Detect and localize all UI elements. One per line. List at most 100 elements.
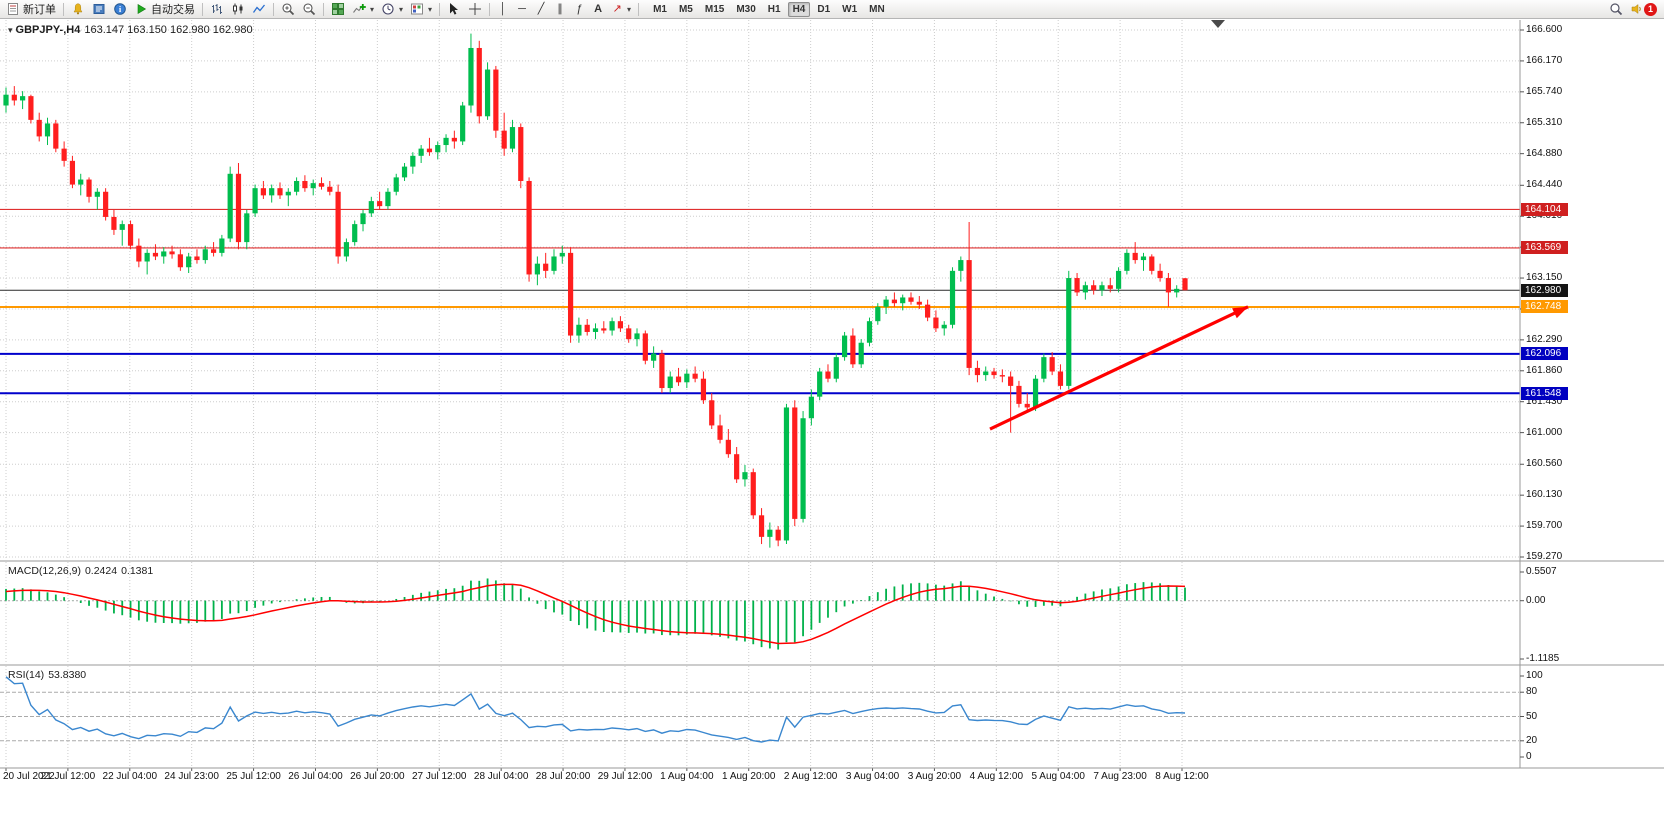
- candle-body: [692, 373, 698, 379]
- trendline-button[interactable]: ╱: [532, 1, 550, 18]
- tile-windows-icon: [332, 3, 344, 15]
- timeframe-button-mn[interactable]: MN: [869, 3, 885, 15]
- candle-body: [875, 306, 881, 322]
- periods-button[interactable]: ▾: [378, 1, 406, 18]
- candle-body: [1082, 285, 1088, 293]
- chart-candles-button[interactable]: [228, 1, 248, 18]
- candle-body: [1049, 357, 1055, 372]
- candle-body: [783, 407, 790, 541]
- candle-body: [194, 256, 200, 261]
- candle-body: [775, 529, 781, 541]
- annotations-layer: [989, 305, 1249, 431]
- candle-body: [78, 179, 84, 185]
- candle-body: [518, 127, 524, 181]
- candle-body: [377, 201, 383, 207]
- zoom-in-button[interactable]: [278, 1, 298, 18]
- candle-body: [1008, 376, 1014, 386]
- indicators-plus-icon: [353, 4, 366, 13]
- dropdown-caret-icon: ▾: [428, 4, 433, 14]
- candle-body: [1091, 285, 1097, 291]
- chart-bars-button[interactable]: [207, 1, 227, 18]
- timeframe-button-m5[interactable]: M5: [678, 3, 693, 15]
- candle-body: [1165, 278, 1171, 293]
- candle-body: [335, 191, 341, 257]
- candle-body: [742, 472, 748, 480]
- candle-body: [443, 137, 449, 146]
- candle-body: [551, 256, 557, 271]
- timeframe-button-m1[interactable]: M1: [653, 3, 667, 15]
- frame-layer: [0, 20, 1664, 771]
- autotrade-button[interactable]: 自动交易: [131, 1, 198, 18]
- hlines-layer: [0, 208, 1520, 395]
- candle-body: [1099, 285, 1105, 291]
- timeframe-button-d1[interactable]: D1: [817, 3, 831, 15]
- candle-body: [841, 335, 848, 358]
- candle-body: [20, 96, 26, 101]
- timeframe-button-m30[interactable]: M30: [736, 3, 756, 15]
- candle-body: [352, 224, 358, 243]
- timeframe-button-m15[interactable]: M15: [704, 3, 725, 15]
- channel-button[interactable]: ∥: [551, 1, 569, 18]
- candle-body: [53, 123, 59, 149]
- candle-body: [460, 105, 466, 142]
- symbol-dropdown-icon[interactable]: ▾: [8, 25, 13, 35]
- cursor-button[interactable]: [444, 1, 464, 18]
- bar-chart-icon: [212, 4, 222, 14]
- candle-body: [933, 317, 939, 329]
- search-icon: [1610, 3, 1623, 16]
- candle-body: [974, 367, 981, 376]
- chart-line-button[interactable]: [249, 1, 269, 18]
- candle-body: [709, 400, 715, 426]
- candle-body: [186, 256, 192, 268]
- candle-body: [916, 301, 922, 305]
- alerts-button[interactable]: [68, 1, 88, 18]
- candle-body: [393, 177, 399, 192]
- tile-windows-button[interactable]: [328, 1, 348, 18]
- candle-body: [817, 371, 823, 397]
- arrows-tool-button[interactable]: ↗ ▾: [608, 1, 634, 18]
- candle-body: [227, 173, 233, 239]
- candle-body: [136, 245, 142, 262]
- candle-body: [642, 333, 648, 361]
- templates-button[interactable]: ▾: [407, 1, 435, 18]
- candle-body: [1066, 278, 1072, 386]
- new-order-icon: [8, 3, 18, 15]
- timeframe-button-h1[interactable]: H1: [767, 3, 781, 15]
- zoom-out-button[interactable]: [299, 1, 319, 18]
- horizontal-line-button[interactable]: ─: [513, 1, 531, 18]
- candle-body: [343, 242, 350, 257]
- candle-body: [277, 188, 283, 196]
- candle-body: [925, 304, 931, 318]
- timeframe-button-w1[interactable]: W1: [842, 3, 858, 15]
- vertical-line-button[interactable]: │: [494, 1, 512, 18]
- trend-arrow-head: [1232, 306, 1248, 319]
- indicators-button[interactable]: ▾: [349, 1, 377, 18]
- search-button[interactable]: [1606, 1, 1626, 18]
- candle-body: [1132, 252, 1138, 261]
- candle-body: [1140, 256, 1147, 261]
- grid-layer: [0, 20, 1519, 766]
- timeframe-button-h4[interactable]: H4: [787, 1, 811, 17]
- candle-body: [808, 396, 814, 419]
- dropdown-caret-icon: ▾: [627, 4, 632, 14]
- candle-body: [252, 188, 258, 214]
- candle-body: [161, 251, 167, 257]
- candle-body: [651, 353, 657, 361]
- new-order-button[interactable]: 新订单: [3, 1, 59, 18]
- candle-body: [891, 299, 898, 304]
- candle-body: [310, 183, 316, 189]
- candle-body: [1041, 357, 1047, 379]
- news-button[interactable]: [89, 1, 109, 18]
- crosshair-button[interactable]: [465, 1, 485, 18]
- zoom-out-icon: [303, 3, 316, 16]
- text-tool-button[interactable]: A: [589, 1, 607, 18]
- info-button[interactable]: i: [110, 1, 130, 18]
- chart-shift-marker: [1211, 20, 1225, 28]
- candle-body: [127, 224, 134, 246]
- candle-body: [858, 342, 864, 365]
- templates-icon: [411, 3, 424, 15]
- notification-area[interactable]: 1: [1630, 2, 1657, 16]
- candle-body: [767, 529, 773, 537]
- fibonacci-button[interactable]: ƒ: [570, 1, 588, 18]
